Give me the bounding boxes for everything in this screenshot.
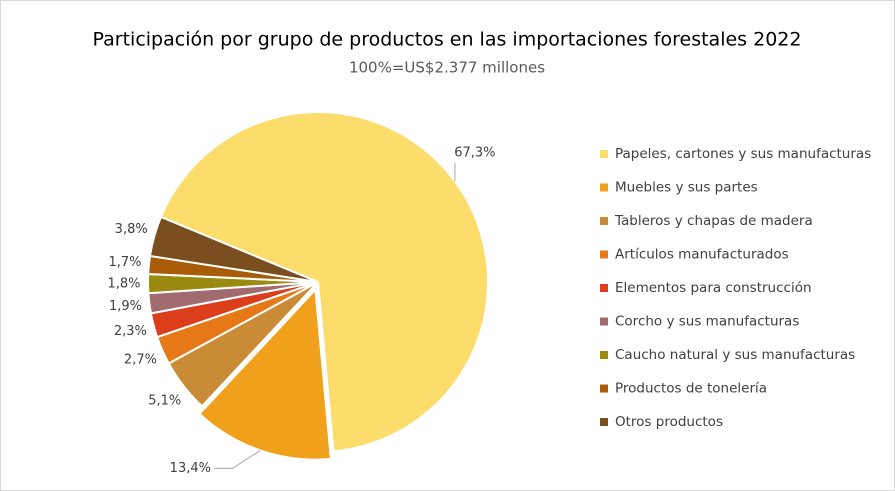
data-label: 13,4% bbox=[170, 461, 211, 476]
legend-swatch bbox=[600, 250, 608, 259]
chart-subtitle: 100%=US$2.377 millones bbox=[349, 59, 545, 77]
legend-label: Elementos para construcción bbox=[615, 280, 812, 296]
legend-label: Muebles y sus partes bbox=[615, 180, 758, 196]
chart-title: Participación por grupo de productos en … bbox=[93, 29, 802, 51]
legend-swatch bbox=[600, 150, 608, 158]
legend-label: Tableros y chapas de madera bbox=[614, 213, 813, 229]
legend-label: Caucho natural y sus manufacturas bbox=[615, 347, 855, 363]
legend-swatch bbox=[600, 284, 608, 292]
pie-slice bbox=[159, 111, 489, 453]
legend-swatch bbox=[600, 183, 608, 192]
data-label: 1,9% bbox=[109, 299, 142, 314]
legend-label: Productos de tonelería bbox=[615, 381, 767, 397]
legend-label: Otros productos bbox=[615, 414, 723, 430]
legend-swatch bbox=[600, 351, 608, 359]
leader-line bbox=[214, 449, 261, 469]
data-label: 3,8% bbox=[115, 222, 148, 237]
data-label: 1,7% bbox=[108, 255, 141, 270]
legend-label: Artículos manufacturados bbox=[615, 247, 789, 263]
data-label: 1,8% bbox=[107, 276, 140, 291]
pie-slice bbox=[198, 287, 332, 461]
data-label: 5,1% bbox=[148, 393, 181, 408]
legend-swatch bbox=[600, 418, 608, 426]
legend-label: Corcho y sus manufacturas bbox=[615, 314, 799, 330]
data-label: 67,3% bbox=[454, 146, 495, 161]
legend-label: Papeles, cartones y sus manufacturas bbox=[615, 146, 871, 162]
pie-slice bbox=[148, 215, 319, 283]
legend-swatch bbox=[600, 384, 608, 393]
legend-swatch bbox=[600, 217, 608, 225]
data-label: 2,3% bbox=[114, 324, 147, 339]
data-label: 2,7% bbox=[124, 353, 157, 368]
legend-swatch bbox=[600, 317, 608, 326]
